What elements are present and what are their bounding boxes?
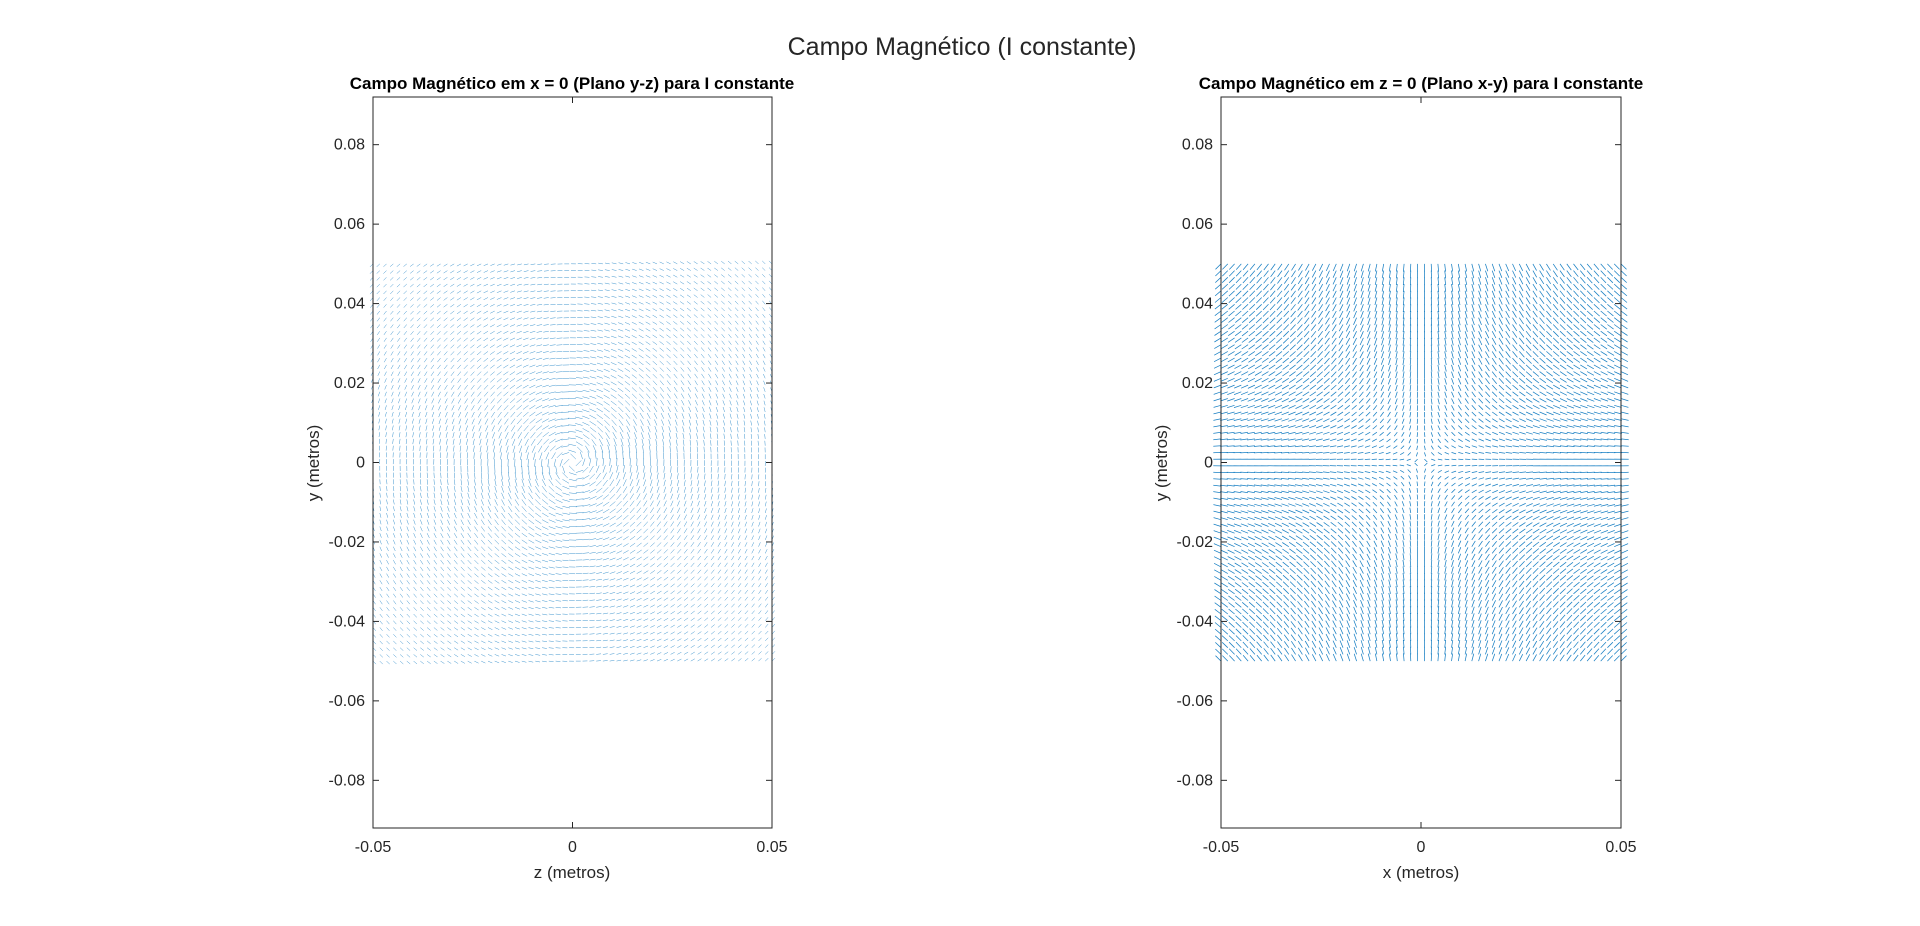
- y-tick-label: 0: [1204, 455, 1213, 472]
- y-tick-label: -0.02: [1177, 534, 1214, 551]
- plot-panel-xy: Campo Magnético em z = 0 (Plano x-y) par…: [1152, 74, 1643, 882]
- y-tick-label: 0.04: [1182, 296, 1213, 313]
- y-tick-label: -0.08: [1177, 772, 1214, 789]
- y-tick-label: -0.04: [1177, 613, 1214, 630]
- x-tick-label: -0.05: [1203, 839, 1240, 856]
- x-axis-label-yz: z (metros): [534, 863, 611, 882]
- y-tick-label: 0.06: [1182, 216, 1213, 233]
- plot-panel-yz: Campo Magnético em x = 0 (Plano y-z) par…: [304, 74, 794, 882]
- y-tick-label: -0.06: [329, 693, 366, 710]
- y-tick-label: -0.02: [329, 534, 366, 551]
- x-tick-label: -0.05: [355, 839, 392, 856]
- y-tick-label: 0.02: [334, 375, 365, 392]
- x-tick-label: 0.05: [756, 839, 787, 856]
- plot-title-xy: Campo Magnético em z = 0 (Plano x-y) par…: [1199, 74, 1643, 93]
- y-axis-label-xy: y (metros): [1152, 425, 1171, 502]
- axes-box-xy: [1220, 96, 1622, 829]
- plot-title-yz: Campo Magnético em x = 0 (Plano y-z) par…: [350, 74, 794, 93]
- ticks-xy: -0.05 0 0.05 -0.08 -0.06 -0.04 -0.02 0 0.02 0.04 0…: [1177, 97, 1637, 856]
- y-tick-label: 0.06: [334, 216, 365, 233]
- quiver-field-yz: [369, 260, 776, 665]
- y-tick-label: 0.08: [1182, 137, 1213, 154]
- y-tick-label: 0: [356, 455, 365, 472]
- quiver-arrows: [1213, 263, 1629, 662]
- x-tick-label: 0: [1417, 839, 1426, 856]
- figure-title: Campo Magnético (I constante): [788, 33, 1137, 61]
- quiver-field-xy: [1213, 263, 1629, 662]
- axes-box-yz: [372, 96, 773, 829]
- y-tick-label: 0.08: [334, 137, 365, 154]
- x-tick-label: 0.05: [1605, 839, 1636, 856]
- ticks-yz: -0.05 0 0.05 -0.08 -0.06 -0.04 -0.02 0 0.02 0.04 0…: [329, 97, 788, 856]
- y-tick-label: -0.08: [329, 772, 366, 789]
- y-tick-label: -0.04: [329, 613, 366, 630]
- y-tick-label: 0.04: [334, 296, 365, 313]
- quiver-arrows: [369, 260, 776, 665]
- y-axis-label-yz: y (metros): [304, 425, 323, 502]
- y-tick-label: -0.06: [1177, 693, 1214, 710]
- x-tick-label: 0: [568, 839, 577, 856]
- x-axis-label-xy: x (metros): [1383, 863, 1460, 882]
- y-tick-label: 0.02: [1182, 375, 1213, 392]
